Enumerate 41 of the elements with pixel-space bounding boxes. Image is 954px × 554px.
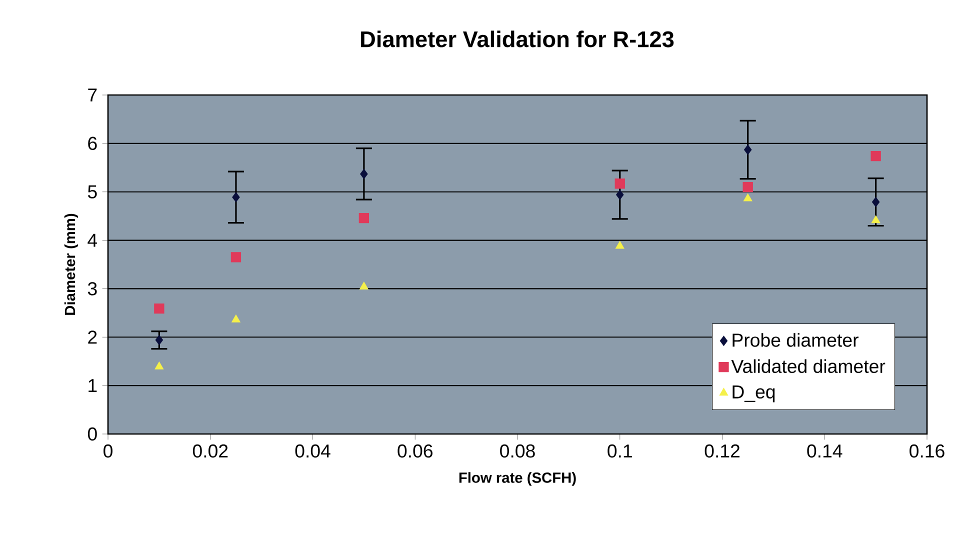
chart-title: Diameter Validation for R-123 — [361, 30, 674, 48]
x-tick-label: 0.04 — [295, 444, 330, 458]
point — [358, 212, 370, 224]
point — [742, 182, 753, 192]
x-tick-label: 0.12 — [704, 444, 740, 458]
x-tick-label: 0 — [104, 444, 112, 458]
x-axis-title: Flow rate (SCFH) — [459, 472, 576, 486]
x-tick-label: 0.02 — [192, 444, 228, 458]
point — [615, 241, 624, 249]
point — [154, 304, 164, 314]
point — [872, 196, 880, 208]
legend-label: D_eq — [732, 385, 775, 402]
y-tick-label: 7 — [88, 88, 97, 102]
point — [230, 252, 242, 262]
y-tick-label: 6 — [88, 136, 97, 150]
legend-label: Validated diameter — [731, 359, 886, 374]
point — [154, 362, 164, 370]
y-tick-label: 1 — [88, 379, 97, 392]
point — [155, 334, 164, 346]
point — [614, 178, 625, 189]
y-tick-label: 0 — [88, 427, 97, 441]
point — [360, 282, 368, 290]
legend-label: Probe diameter — [732, 333, 858, 347]
point — [616, 190, 624, 200]
y-tick-label: 3 — [88, 282, 97, 296]
point — [743, 194, 752, 202]
y-tick-label: 4 — [88, 234, 98, 247]
point — [870, 150, 881, 162]
x-tick-label: 0.08 — [500, 444, 535, 458]
point — [232, 192, 240, 202]
point — [871, 215, 880, 224]
x-tick-label: 0.06 — [398, 444, 432, 458]
point — [744, 144, 752, 155]
y-axis-title: Diameter (mm) — [64, 214, 78, 315]
point — [360, 168, 368, 180]
x-tick-label: 0.14 — [807, 444, 842, 458]
y-tick-label: 5 — [88, 185, 97, 198]
x-tick-label: 0.16 — [910, 444, 944, 458]
y-tick-label: 2 — [88, 330, 97, 344]
point — [232, 314, 240, 322]
x-tick-label: 0.1 — [608, 444, 632, 458]
